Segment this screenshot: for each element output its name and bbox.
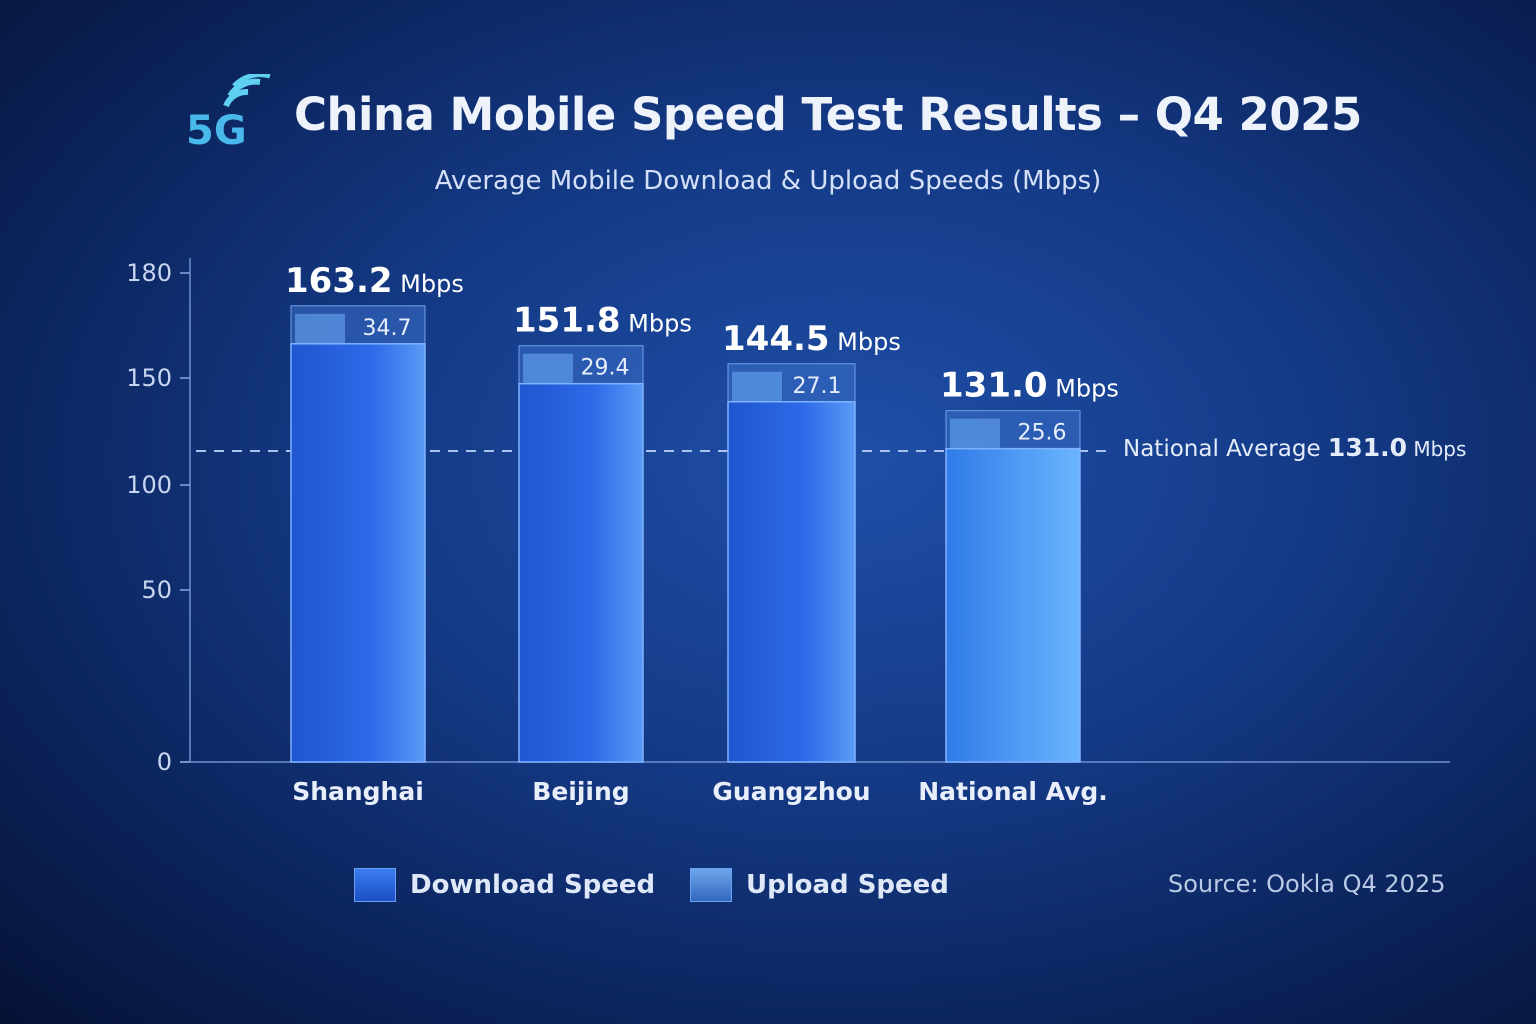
download-bar (290, 343, 426, 763)
y-tick-label: 50 (141, 576, 172, 604)
legend-label-download: Download Speed (410, 870, 656, 900)
upload-bar-highlight (295, 313, 345, 344)
category-label: National Avg. (918, 777, 1108, 806)
legend-swatch-download (354, 868, 396, 902)
legend-upload: Upload Speed (690, 868, 949, 902)
download-bar (727, 401, 856, 763)
upload-value-label: 29.4 (581, 356, 630, 381)
upload-value-label: 34.7 (363, 316, 412, 341)
download-value-label: 144.5 Mbps (722, 319, 901, 359)
category-label: Shanghai (292, 777, 424, 806)
download-value-label: 151.8 Mbps (513, 301, 692, 341)
upload-bar-highlight (950, 418, 1000, 449)
y-tick-label: 100 (126, 471, 172, 499)
legend-label-upload: Upload Speed (746, 870, 949, 900)
download-bar (518, 382, 644, 763)
chart-title: China Mobile Speed Test Results – Q4 202… (294, 88, 1362, 141)
national-average-label: National Average 131.0 Mbps (1123, 433, 1466, 462)
y-tick-label: 180 (126, 259, 172, 287)
upload-bar-highlight (732, 371, 782, 402)
download-bar (945, 447, 1081, 763)
y-tick-label: 150 (126, 364, 172, 392)
upload-value-label: 25.6 (1018, 421, 1067, 446)
category-label: Guangzhou (712, 777, 870, 806)
5g-logo: 5G (186, 74, 271, 149)
download-value-label: 131.0 Mbps (940, 366, 1119, 406)
source-note: Source: Ookla Q4 2025 (1168, 870, 1446, 898)
y-tick-label: 0 (157, 748, 172, 776)
upload-value-label: 27.1 (793, 374, 842, 399)
svg-text:5G: 5G (186, 108, 247, 149)
download-value-label: 163.2 Mbps (285, 261, 464, 301)
chart-subtitle: Average Mobile Download & Upload Speeds … (434, 166, 1102, 196)
legend-download: Download Speed (354, 868, 655, 902)
category-label: Beijing (532, 777, 629, 806)
legend-swatch-upload (690, 868, 732, 902)
upload-bar-highlight (523, 353, 573, 384)
